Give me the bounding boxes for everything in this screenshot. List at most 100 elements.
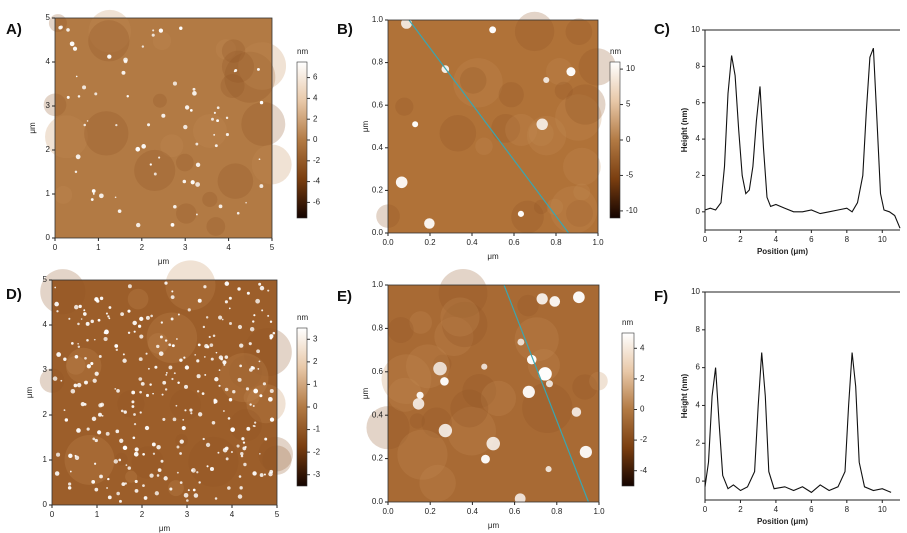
particle	[259, 100, 264, 105]
x-axis-label: Position (μm)	[757, 247, 808, 256]
y-tick-label: 0.6	[372, 367, 384, 376]
particle	[156, 444, 161, 450]
particle	[202, 437, 205, 441]
texture	[243, 389, 260, 406]
panel-label: F)	[654, 288, 668, 305]
particle	[82, 312, 87, 316]
x-tick-label: 0	[50, 510, 55, 519]
particle	[94, 371, 99, 376]
y-tick-label: 3	[43, 365, 48, 374]
texture	[167, 480, 184, 497]
panel-label: A)	[6, 21, 22, 38]
particle	[108, 317, 111, 320]
particle	[194, 353, 197, 356]
colorbar-tick-label: 4	[313, 94, 318, 103]
texture	[221, 50, 255, 83]
particle	[159, 335, 163, 339]
texture	[134, 149, 176, 192]
particle	[249, 403, 252, 406]
particle	[216, 106, 220, 110]
particle	[103, 336, 108, 342]
particle	[517, 210, 525, 217]
particle	[145, 315, 150, 320]
y-tick-label: 0.4	[372, 410, 384, 419]
x-tick-label: 0	[703, 235, 708, 244]
particle	[116, 491, 120, 496]
particle	[80, 402, 85, 407]
texture	[258, 436, 293, 472]
colorbar-tick-label: 4	[640, 343, 645, 352]
particle	[189, 109, 193, 112]
y-tick-label: 3	[46, 101, 51, 110]
particle	[52, 376, 58, 381]
particle	[543, 76, 550, 84]
texture	[573, 183, 591, 201]
particle	[243, 462, 247, 467]
particle	[114, 344, 119, 348]
particle	[126, 95, 129, 98]
texture	[188, 436, 239, 487]
particle	[84, 356, 87, 360]
particle	[86, 120, 89, 122]
colorbar-unit: nm	[297, 47, 308, 56]
particle	[177, 381, 180, 384]
particle	[401, 17, 412, 29]
particle	[517, 338, 525, 346]
particle	[224, 300, 228, 304]
particle	[86, 338, 89, 342]
texture	[440, 297, 480, 337]
particle	[196, 471, 199, 474]
y-tick-label: 1.0	[372, 280, 384, 289]
particle	[246, 291, 250, 295]
particle	[186, 499, 189, 502]
particle	[267, 289, 270, 292]
particle	[172, 417, 177, 422]
colorbar-tick-label: 0	[313, 402, 318, 411]
particle	[149, 163, 152, 166]
texture	[527, 348, 560, 382]
x-tick-label: 0.4	[466, 238, 478, 247]
particle	[230, 450, 233, 454]
texture	[434, 316, 474, 357]
particle	[438, 423, 453, 438]
particle	[179, 452, 182, 455]
y-tick-label: 0.2	[372, 454, 384, 463]
y-tick-label: 2	[46, 145, 51, 154]
axis-frame	[704, 29, 900, 231]
particle	[121, 70, 126, 75]
particle	[225, 116, 229, 120]
particle	[99, 402, 105, 407]
particle	[91, 480, 96, 484]
particle	[239, 486, 243, 490]
particle	[242, 441, 246, 444]
profile-line	[503, 284, 590, 503]
particle	[94, 438, 98, 443]
particle	[248, 342, 252, 346]
x-tick-label: 10	[878, 505, 887, 514]
particle	[149, 383, 152, 386]
texture	[546, 198, 564, 216]
particle	[68, 482, 72, 486]
afm-image	[388, 285, 599, 502]
x-tick-label: 0.8	[551, 507, 563, 516]
particle	[108, 306, 112, 309]
particle	[147, 367, 150, 370]
frame	[54, 17, 273, 239]
texture	[528, 120, 554, 147]
y-tick-label: 0.0	[372, 228, 384, 237]
particle	[536, 293, 548, 305]
particle	[99, 474, 103, 479]
x-tick-label: 8	[845, 505, 850, 514]
y-axis-label: μm	[28, 122, 37, 134]
particle	[566, 67, 576, 77]
texture	[517, 294, 539, 317]
particle	[177, 313, 180, 316]
y-tick-label: 0	[43, 500, 48, 509]
particle	[213, 133, 216, 136]
particle	[90, 198, 94, 201]
colorbar-tick-label: 0	[626, 135, 631, 144]
particle	[158, 351, 164, 356]
particle	[189, 408, 193, 412]
y-tick-label: 10	[691, 25, 700, 34]
particle	[213, 399, 218, 404]
